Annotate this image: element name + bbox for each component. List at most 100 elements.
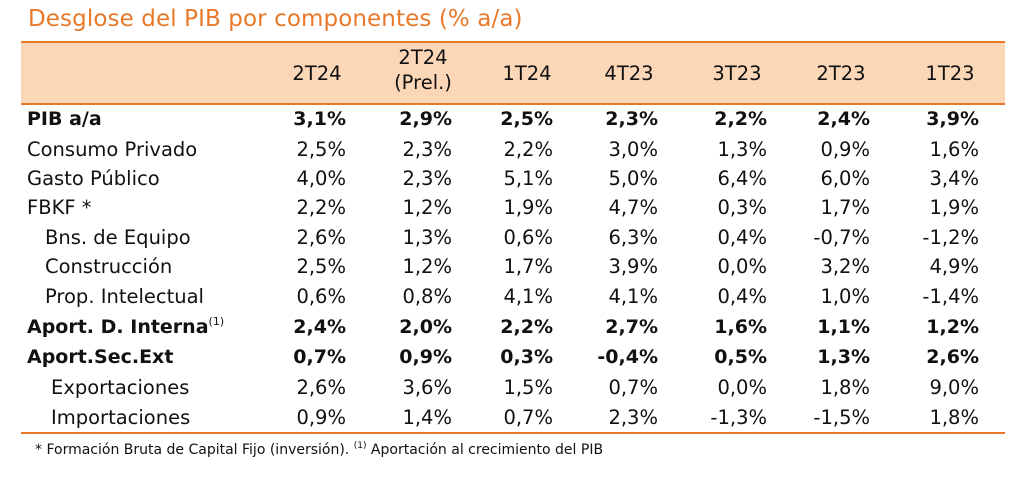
- table-cell: 3,0%: [608, 138, 658, 161]
- table-cell: 2,3%: [402, 167, 452, 190]
- table-cell: 4,0%: [296, 167, 346, 190]
- table-cell: 1,3%: [402, 226, 452, 249]
- footnote-text: * Formación Bruta de Capital Fijo (inver…: [35, 442, 350, 458]
- table-cell: 4,9%: [929, 255, 979, 278]
- footnote-text-2: Aportación al crecimiento del PIB: [370, 442, 604, 458]
- table-cell: 1,2%: [926, 316, 979, 338]
- table-row: Exportaciones 2,6% 3,6% 1,5% 0,7% 0,0% 1,8% 9,0…: [0, 373, 1024, 402]
- table-cell: 2,0%: [399, 316, 452, 338]
- column-header-line2: (Prel.): [394, 71, 452, 94]
- table-cell: 6,4%: [717, 167, 767, 190]
- table-cell: 1,8%: [929, 406, 979, 429]
- table-cell: 0,0%: [717, 255, 767, 278]
- column-header-line1: 4T23: [604, 62, 654, 85]
- row-label: FBKF *: [27, 193, 92, 222]
- row-label: Bns. de Equipo: [45, 223, 191, 252]
- table-cell: 2,2%: [503, 138, 553, 161]
- table-cell: 1,6%: [714, 316, 767, 338]
- table-cell: 0,8%: [402, 285, 452, 308]
- row-label-text: Exportaciones: [51, 376, 190, 399]
- table-cell: 0,6%: [503, 226, 553, 249]
- row-label-text: Consumo Privado: [27, 138, 198, 161]
- row-label-text: Importaciones: [51, 406, 191, 429]
- table-row: Aport.Sec.Ext 0,7% 0,9% 0,3% -0,4% 0,5% 1,3% 2,…: [0, 343, 1024, 372]
- table-cell: 6,0%: [820, 167, 870, 190]
- row-label: Aport. D. Interna(1): [27, 313, 224, 342]
- table-cell: -1,5%: [813, 406, 870, 429]
- table-row: Bns. de Equipo 2,6% 1,3% 0,6% 6,3% 0,4% -0,7% -…: [0, 223, 1024, 252]
- table-cell: 0,3%: [500, 346, 553, 368]
- row-label-text: Aport. D. Interna: [27, 316, 209, 338]
- row-label-superscript: (1): [208, 315, 225, 328]
- table-cell: 2,9%: [399, 108, 452, 130]
- table-cell: 2,5%: [500, 108, 553, 130]
- table-cell: 1,8%: [820, 376, 870, 399]
- table-cell: 3,9%: [926, 108, 979, 130]
- table-row: Gasto Público 4,0% 2,3% 5,1% 5,0% 6,4% 6,0% 3,4…: [0, 164, 1024, 193]
- table-cell: -1,4%: [922, 285, 979, 308]
- table-cell: -1,3%: [710, 406, 767, 429]
- table-cell: 0,9%: [820, 138, 870, 161]
- table-cell: 2,5%: [296, 138, 346, 161]
- table-cell: 2,5%: [296, 255, 346, 278]
- column-header-line1: 1T23: [925, 62, 975, 85]
- table-cell: 0,6%: [296, 285, 346, 308]
- table-cell: 2,3%: [402, 138, 452, 161]
- column-header-5: 2T23: [781, 61, 901, 86]
- table-row: Importaciones 0,9% 1,4% 0,7% 2,3% -1,3% -1,5% 1…: [0, 403, 1024, 432]
- row-label: Construcción: [45, 252, 172, 281]
- table-cell: 0,7%: [293, 346, 346, 368]
- table-cell: 3,6%: [402, 376, 452, 399]
- top-rule: [21, 41, 1005, 43]
- table-cell: 1,0%: [820, 285, 870, 308]
- table-cell: 2,6%: [296, 376, 346, 399]
- table-row: Aport. D. Interna(1) 2,4% 2,0% 2,2% 2,7% 1,6%…: [0, 313, 1024, 342]
- column-header-1: 2T24 (Prel.): [363, 45, 483, 95]
- table-cell: 0,0%: [717, 376, 767, 399]
- row-label-text: FBKF *: [27, 196, 92, 219]
- table-cell: 0,4%: [717, 285, 767, 308]
- table-cell: 3,2%: [820, 255, 870, 278]
- table-cell: 0,5%: [714, 346, 767, 368]
- table-cell: 2,2%: [714, 108, 767, 130]
- table-cell: 2,4%: [817, 108, 870, 130]
- table-row: Consumo Privado 2,5% 2,3% 2,2% 3,0% 1,3% 0,9% 1…: [0, 135, 1024, 164]
- table-cell: 2,6%: [926, 346, 979, 368]
- table-cell: 1,7%: [820, 196, 870, 219]
- header-band: [21, 43, 1005, 103]
- column-header-4: 3T23: [677, 61, 797, 86]
- column-header-line1: 3T23: [712, 62, 762, 85]
- column-header-0: 2T24: [257, 61, 377, 86]
- table-cell: 1,6%: [929, 138, 979, 161]
- row-label-text: Aport.Sec.Ext: [27, 346, 174, 368]
- table-cell: 5,0%: [608, 167, 658, 190]
- table-cell: 2,7%: [605, 316, 658, 338]
- row-label-text: Construcción: [45, 255, 173, 278]
- table-cell: 1,5%: [503, 376, 553, 399]
- column-header-line1: 2T24: [292, 62, 342, 85]
- table-cell: 0,9%: [296, 406, 346, 429]
- column-header-line1: 2T23: [816, 62, 866, 85]
- table-cell: 2,2%: [500, 316, 553, 338]
- table-cell: 3,4%: [929, 167, 979, 190]
- table-cell: 2,3%: [608, 406, 658, 429]
- table-cell: 2,6%: [296, 226, 346, 249]
- table-cell: 3,9%: [608, 255, 658, 278]
- table-cell: -0,7%: [813, 226, 870, 249]
- table-cell: 0,7%: [503, 406, 553, 429]
- column-header-2: 1T24: [467, 61, 587, 86]
- table-cell: 0,9%: [399, 346, 452, 368]
- table-cell: 1,9%: [503, 196, 553, 219]
- table-cell: 4,1%: [503, 285, 553, 308]
- row-label-text: Bns. de Equipo: [45, 226, 191, 249]
- table-row: Prop. Intelectual 0,6% 0,8% 4,1% 4,1% 0,4% 1,0…: [0, 282, 1024, 311]
- table-cell: 6,3%: [608, 226, 658, 249]
- header-rule: [21, 103, 1005, 105]
- table-cell: 1,3%: [717, 138, 767, 161]
- table-cell: 3,1%: [293, 108, 346, 130]
- table-row: FBKF * 2,2% 1,2% 1,9% 4,7% 0,3% 1,7% 1,9%: [0, 193, 1024, 222]
- table-cell: -1,2%: [922, 226, 979, 249]
- table-cell: 0,7%: [608, 376, 658, 399]
- column-header-3: 4T23: [569, 61, 689, 86]
- table-row: Construcción 2,5% 1,2% 1,7% 3,9% 0,0% 3,2% 4,9%: [0, 252, 1024, 281]
